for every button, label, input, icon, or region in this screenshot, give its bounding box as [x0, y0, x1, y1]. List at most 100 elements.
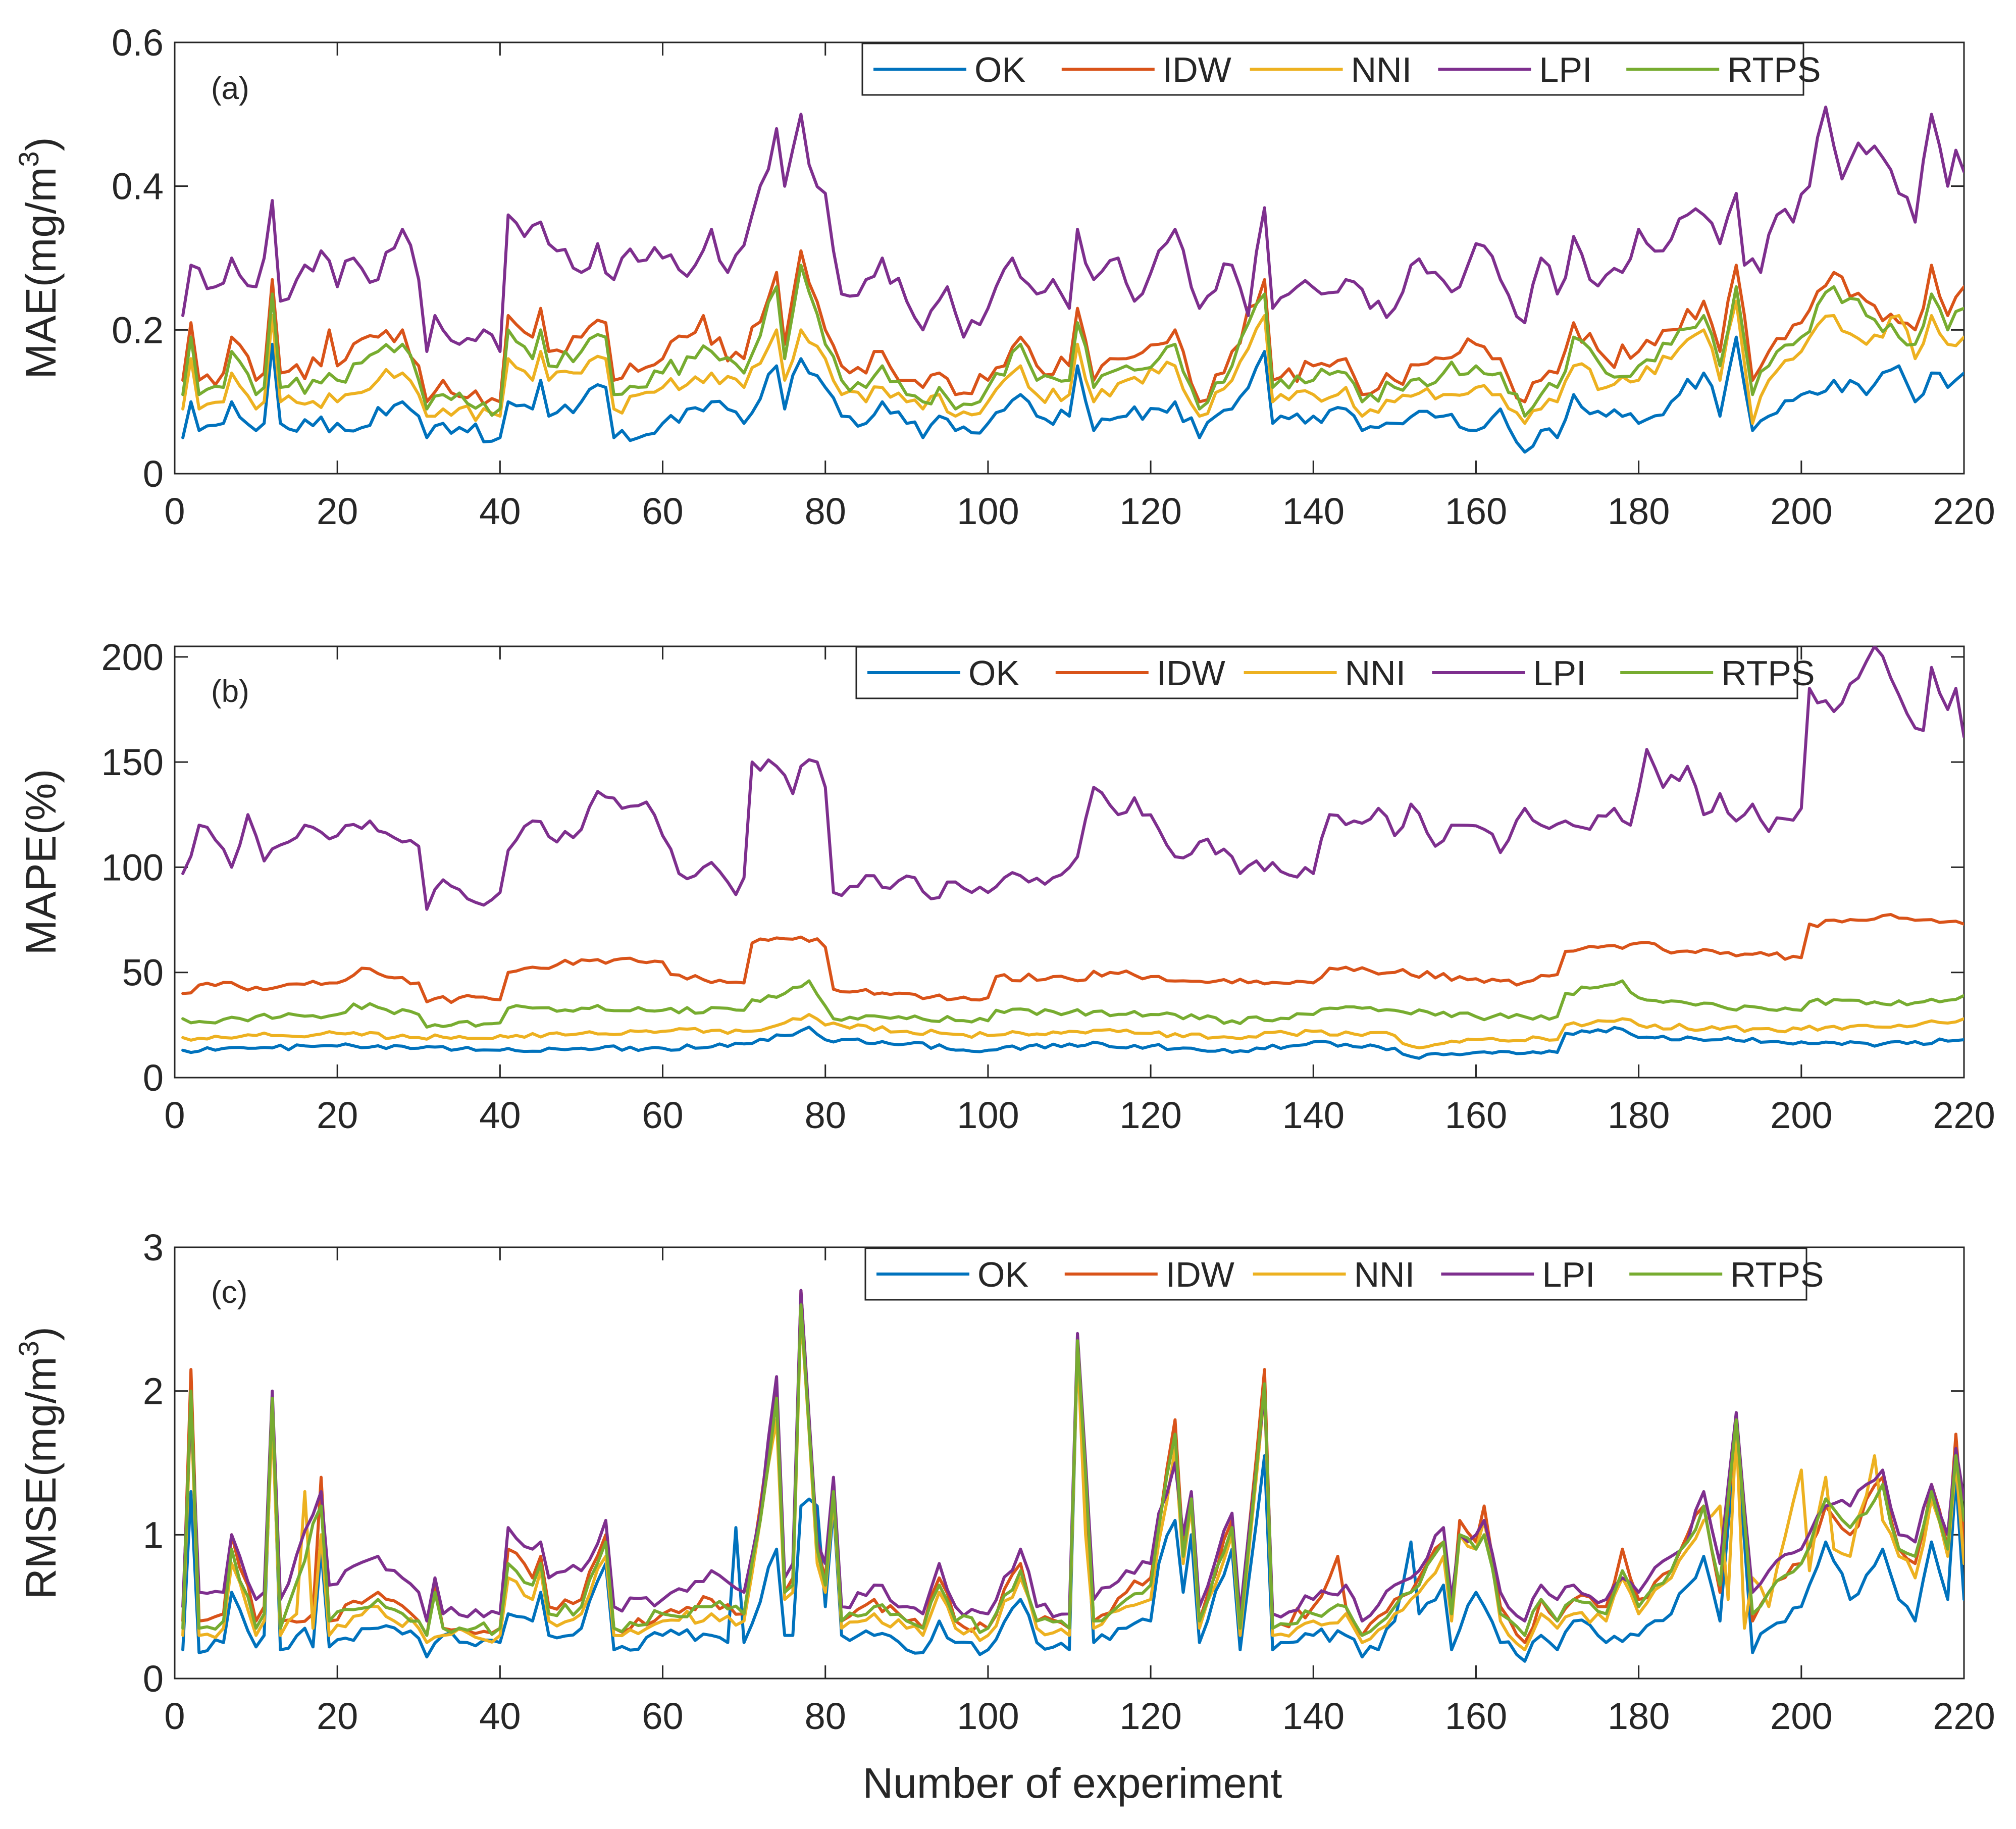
series-line-rtps: [181, 979, 1964, 1029]
x-tick-label: 60: [642, 490, 683, 532]
legend-label-nni: NNI: [1351, 50, 1412, 89]
x-tick-label: 80: [805, 1695, 846, 1737]
y-tick-label: 200: [101, 636, 164, 678]
series-line-rtps: [181, 264, 1964, 418]
x-tick-label: 100: [957, 1695, 1019, 1737]
legend-label-lpi: LPI: [1539, 50, 1592, 89]
x-tick-label: 0: [164, 490, 185, 532]
panel-label: (c): [211, 1275, 247, 1310]
series-line-ok: [181, 1026, 1964, 1060]
x-tick-label: 160: [1445, 1094, 1507, 1136]
chart-panel-2: 0 20 40 60 80 100 120 140 160 180 200 220 0 50 100 150 2…: [17, 636, 1995, 1136]
chart-panel-3: 0 20 40 60 80 100 120 140 160 180 200 220 0 1 2 3 (c) RMS…: [13, 1227, 1995, 1737]
chart-panel-1: 0 20 40 60 80 100 120 140 160 180 200 220 0 0.2 0.4 0.6…: [13, 22, 1995, 532]
series-line-nni: [181, 299, 1964, 425]
x-tick-label: 180: [1608, 1094, 1670, 1136]
y-axis-label-close: ): [17, 137, 65, 151]
x-tick-label: 140: [1282, 490, 1345, 532]
series-line-lpi: [181, 106, 1964, 353]
series-line-ok: [181, 335, 1964, 454]
series-group: [181, 646, 1964, 1060]
x-tick-label: 80: [805, 1094, 846, 1136]
y-tick-label: 0: [143, 453, 164, 495]
legend-label-lpi: LPI: [1533, 653, 1586, 693]
x-tick-label: 20: [317, 1094, 358, 1136]
x-tick-label: 20: [317, 490, 358, 532]
x-tick-label: 220: [1933, 1695, 1995, 1737]
x-tick-label: 80: [805, 490, 846, 532]
x-tick-label: 0: [164, 1094, 185, 1136]
x-tick-label: 0: [164, 1695, 185, 1737]
y-tick-label: 3: [143, 1227, 164, 1268]
x-tick-label: 40: [479, 490, 521, 532]
y-tick-label: 2: [143, 1370, 164, 1412]
legend: OK IDW NNI LPI RTPS: [864, 1247, 1824, 1301]
y-axis-label-main: MAPE(%): [17, 769, 65, 955]
legend-label-ok: OK: [974, 50, 1025, 89]
legend-label-nni: NNI: [1345, 653, 1406, 693]
x-tick-label: 100: [957, 1094, 1019, 1136]
y-axis-label-main: RMSE(mg/m: [17, 1356, 65, 1599]
x-tick-label: 40: [479, 1094, 521, 1136]
y-axis-label-close: ): [17, 1327, 65, 1341]
series-group: [181, 1289, 1964, 1663]
series-group: [181, 106, 1964, 454]
x-tick-label: 40: [479, 1695, 521, 1737]
y-axis-label: RMSE(mg/m3): [13, 1327, 65, 1599]
y-tick-label: 50: [122, 952, 164, 994]
x-tick-label: 160: [1445, 1695, 1507, 1737]
series-line-nni: [181, 1013, 1964, 1050]
x-tick-label: 180: [1608, 1695, 1670, 1737]
legend-label-rtps: RTPS: [1727, 50, 1821, 89]
legend-label-ok: OK: [968, 653, 1019, 693]
y-tick-label: 0.6: [112, 22, 164, 64]
legend-label-idw: IDW: [1157, 653, 1225, 693]
legend-label-nni: NNI: [1354, 1255, 1415, 1294]
legend: OK IDW NNI LPI RTPS: [855, 646, 1815, 699]
series-line-idw: [181, 913, 1964, 1004]
series-line-lpi: [181, 646, 1964, 911]
y-axis-label: MAPE(%): [17, 769, 65, 955]
plot-frame: [174, 1246, 1965, 1680]
y-tick-label: 150: [101, 741, 164, 783]
legend-label-lpi: LPI: [1542, 1255, 1595, 1294]
legend: OK IDW NNI LPI RTPS: [861, 42, 1821, 96]
y-tick-label: 0: [143, 1057, 164, 1099]
y-tick-label: 100: [101, 846, 164, 888]
x-tick-label: 100: [957, 490, 1019, 532]
y-tick-label: 0: [143, 1658, 164, 1700]
x-tick-label: 120: [1119, 490, 1181, 532]
series-line-idw: [181, 249, 1964, 406]
series-line-rtps: [181, 1303, 1964, 1637]
y-tick-label: 0.4: [112, 166, 164, 208]
y-axis-label-main: MAE(mg/m: [17, 167, 65, 379]
y-axis-label-superscript: 3: [13, 1341, 44, 1356]
panels: 0 20 40 60 80 100 120 140 160 180 200 22000.20.40.6…: [13, 22, 1995, 1737]
x-tick-label: 140: [1282, 1094, 1345, 1136]
legend-label-rtps: RTPS: [1730, 1255, 1824, 1294]
y-axis-label-superscript: 3: [13, 151, 44, 167]
legend-label-rtps: RTPS: [1721, 653, 1815, 693]
x-tick-label: 200: [1770, 1695, 1832, 1737]
x-tick-label: 60: [642, 1695, 683, 1737]
y-tick-label: 0.2: [112, 309, 164, 351]
panel-label: (b): [211, 674, 249, 709]
legend-label-ok: OK: [977, 1255, 1028, 1294]
x-tick-label: 60: [642, 1094, 683, 1136]
x-tick-label: 120: [1119, 1695, 1181, 1737]
x-tick-label: 140: [1282, 1695, 1345, 1737]
panel-label: (a): [211, 71, 249, 106]
y-axis-label: MAE(mg/m3): [13, 137, 65, 379]
x-tick-label: 220: [1933, 490, 1995, 532]
x-tick-label: 200: [1770, 490, 1832, 532]
legend-label-idw: IDW: [1163, 50, 1231, 89]
x-tick-label: 20: [317, 1695, 358, 1737]
legend-label-idw: IDW: [1166, 1255, 1234, 1294]
x-tick-label: 180: [1608, 490, 1670, 532]
x-tick-label: 120: [1119, 1094, 1181, 1136]
x-tick-label: 220: [1933, 1094, 1995, 1136]
x-tick-label: 200: [1770, 1094, 1832, 1136]
x-tick-label: 160: [1445, 490, 1507, 532]
